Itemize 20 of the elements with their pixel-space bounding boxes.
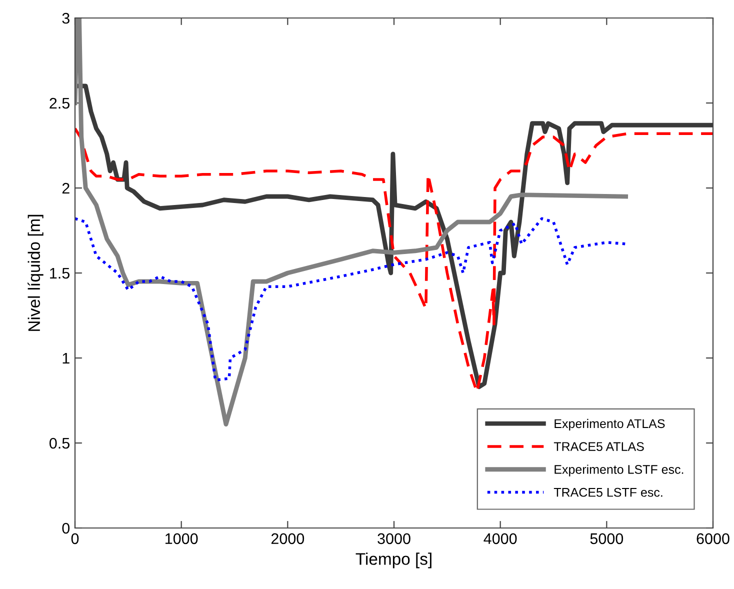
x-tick-label: 4000	[484, 533, 517, 544]
legend-label: TRACE5 LSTF esc.	[554, 488, 662, 497]
x-axis-title: Tiempo [s]	[356, 552, 432, 568]
y-axis-title: Nivel líquido [m]	[28, 214, 44, 331]
legend-label: TRACE5 ATLAS	[554, 442, 644, 451]
x-tick-label: 1000	[166, 533, 198, 544]
y-tick-label: 3	[62, 12, 70, 24]
y-tick-label: 0.5	[50, 438, 70, 449]
y-tick-label: 0	[62, 522, 70, 534]
legend-label: Experimento ATLAS	[554, 418, 665, 431]
x-tick-label: 3000	[378, 533, 410, 544]
x-tick-label: 5000	[590, 533, 624, 544]
y-tick-label: 1	[62, 353, 70, 364]
legend-label: Experimento LSTF esc.	[554, 464, 684, 476]
y-tick-label: 2	[62, 182, 70, 194]
y-tick-label: 1.5	[50, 268, 70, 279]
x-tick-label: 6000	[696, 533, 730, 544]
x-tick-label: 2000	[271, 533, 304, 544]
x-tick-label: 0	[71, 533, 79, 544]
y-tick-label: 2.5	[50, 98, 70, 109]
